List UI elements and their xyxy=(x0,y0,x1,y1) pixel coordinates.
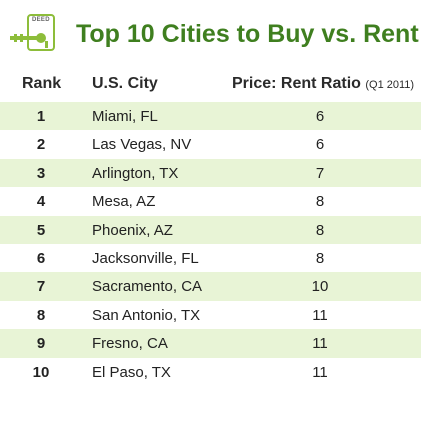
city-cell: Mesa, AZ xyxy=(92,193,156,211)
header-rank: Rank xyxy=(22,75,62,92)
rank-cell: 9 xyxy=(36,335,46,353)
rank-cell: 1 xyxy=(36,108,46,125)
table-row: 9 Fresno, CA 11 xyxy=(0,329,421,358)
key-icon xyxy=(10,14,55,51)
table-row: 5 Phoenix, AZ 8 xyxy=(0,215,421,244)
header-ratio-sub: (Q1 2011) xyxy=(365,79,415,91)
table-row: 3 Arlington, TX 7 xyxy=(0,158,421,188)
logo-text: DEED xyxy=(32,17,50,23)
rank-cell: 2 xyxy=(36,136,46,154)
rank-cell: 5 xyxy=(36,221,46,239)
ratio-cell: 8 xyxy=(315,249,325,267)
table-row: 8 San Antonio, TX 11 xyxy=(0,301,421,329)
header-ratio: Price: Rent Ratio (Q1 2011) xyxy=(232,75,414,93)
city-cell: San Antonio, TX xyxy=(92,306,201,324)
rank-cell: 8 xyxy=(36,306,46,324)
city-cell: Sacramento, CA xyxy=(92,278,203,296)
ratio-cell: 11 xyxy=(312,363,328,381)
rank-cell: 6 xyxy=(36,249,46,267)
table-row: 10 El Paso, TX 11 xyxy=(0,358,421,386)
table-row: 7 Sacramento, CA 10 xyxy=(0,272,421,301)
header-ratio-label: Price: Rent Ratio xyxy=(232,75,361,92)
city-cell: El Paso, TX xyxy=(92,363,171,381)
rank-cell: 10 xyxy=(32,363,50,381)
table-row: 6 Jacksonville, FL 8 xyxy=(0,244,421,272)
rank-cell: 3 xyxy=(36,164,46,182)
table-row: 4 Mesa, AZ 8 xyxy=(0,187,421,215)
city-cell: Jacksonville, FL xyxy=(92,249,199,267)
ratio-cell: 11 xyxy=(312,306,328,324)
ratio-cell: 6 xyxy=(315,136,325,154)
page-title: Top 10 Cities to Buy vs. Rent xyxy=(76,20,419,48)
ratio-cell: 10 xyxy=(311,278,329,296)
deed-logo: DEED xyxy=(8,14,56,52)
city-cell: Miami, FL xyxy=(92,108,158,125)
city-cell: Las Vegas, NV xyxy=(92,136,192,154)
rank-cell: 4 xyxy=(36,193,46,211)
table-row: 2 Las Vegas, NV 6 xyxy=(0,130,421,158)
ratio-cell: 11 xyxy=(312,335,328,353)
ratio-cell: 8 xyxy=(315,221,325,239)
city-cell: Phoenix, AZ xyxy=(92,221,173,239)
table-header: Rank U.S. City Price: Rent Ratio (Q1 201… xyxy=(0,66,421,102)
header-city: U.S. City xyxy=(92,75,158,92)
ratio-cell: 7 xyxy=(315,164,325,182)
table-row: 1 Miami, FL 6 xyxy=(0,102,421,131)
ratio-cell: 8 xyxy=(315,193,325,211)
ratio-cell: 6 xyxy=(315,108,325,125)
rank-cell: 7 xyxy=(36,278,46,296)
city-cell: Arlington, TX xyxy=(92,164,179,182)
city-cell: Fresno, CA xyxy=(92,335,168,353)
ranking-table: Rank U.S. City Price: Rent Ratio (Q1 201… xyxy=(0,66,421,386)
